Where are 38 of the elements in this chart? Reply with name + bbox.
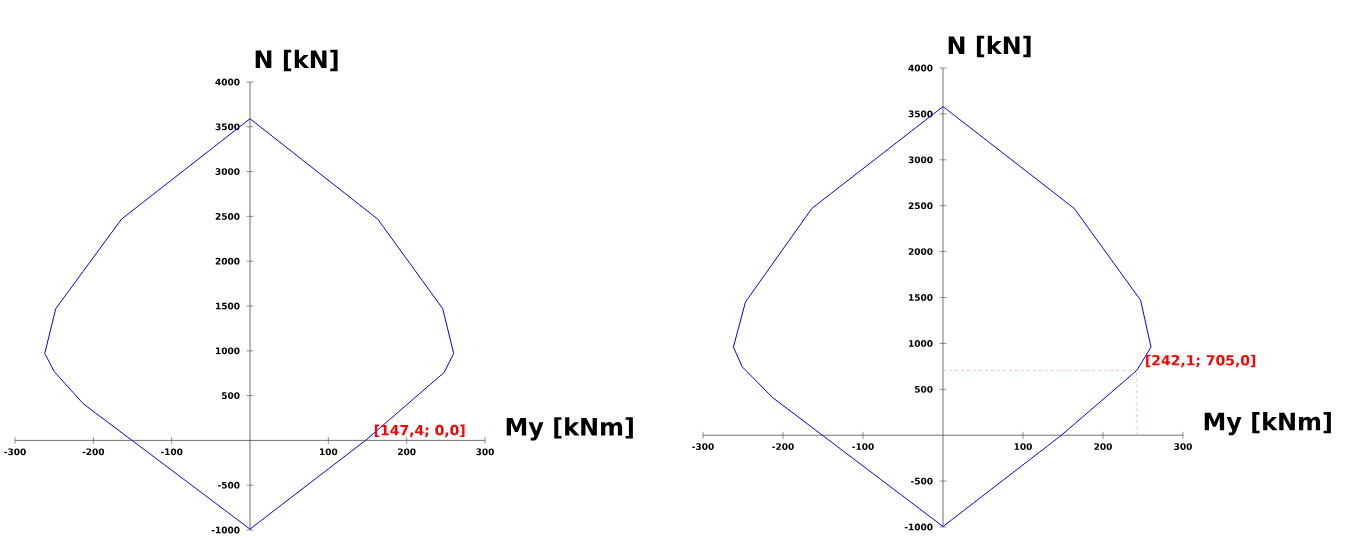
x-tick-label: 100 (319, 448, 338, 456)
x-tick-label: -100 (852, 443, 874, 450)
y-tick-label: -500 (911, 477, 933, 485)
annotation: [242,1; 705,0] (1146, 354, 1256, 368)
y-tick-label: 2000 (908, 248, 933, 255)
x-axis-title: My [kNm] (1204, 412, 1331, 436)
x-tick-label: -200 (82, 448, 105, 456)
y-tick-label: 500 (221, 392, 240, 399)
y-tick-label: -1000 (904, 523, 933, 531)
x-tick-label: 300 (476, 448, 494, 456)
y-tick-label: 500 (914, 385, 933, 393)
y-tick-label: 4000 (908, 64, 933, 72)
x-tick-label: -200 (772, 443, 794, 450)
x-tick-label: -300 (692, 443, 714, 450)
y-tick-label: 1000 (909, 340, 933, 347)
y-tick-label: 2500 (215, 213, 240, 220)
x-tick-label: 200 (1094, 443, 1112, 450)
x-axis-title: My [kNm] (506, 417, 633, 441)
y-tick-label: 3500 (215, 123, 240, 131)
y-tick-label: 3500 (908, 110, 933, 118)
y-tick-label: 2000 (215, 257, 240, 265)
x-tick-label: 200 (398, 448, 416, 456)
x-tick-label: -100 (160, 448, 183, 456)
y-tick-label: 2500 (908, 202, 933, 210)
y-tick-label: -1000 (211, 526, 240, 534)
y-axis-title: N [kN] (948, 35, 1031, 58)
x-tick-label: -300 (4, 448, 26, 456)
y-tick-label: 1000 (216, 347, 240, 355)
y-tick-label: 3000 (908, 156, 933, 164)
y-tick-label: 1500 (216, 302, 240, 310)
y-tick-label: -500 (218, 481, 240, 489)
y-tick-label: 1500 (909, 294, 933, 301)
y-axis-title: N [kN] (255, 49, 338, 72)
x-tick-label: 300 (1174, 443, 1192, 450)
y-tick-label: 4000 (215, 78, 240, 86)
x-tick-label: 100 (1014, 443, 1032, 450)
annotation: [147,4; 0,0] (374, 424, 465, 438)
y-tick-label: 3000 (215, 168, 240, 175)
